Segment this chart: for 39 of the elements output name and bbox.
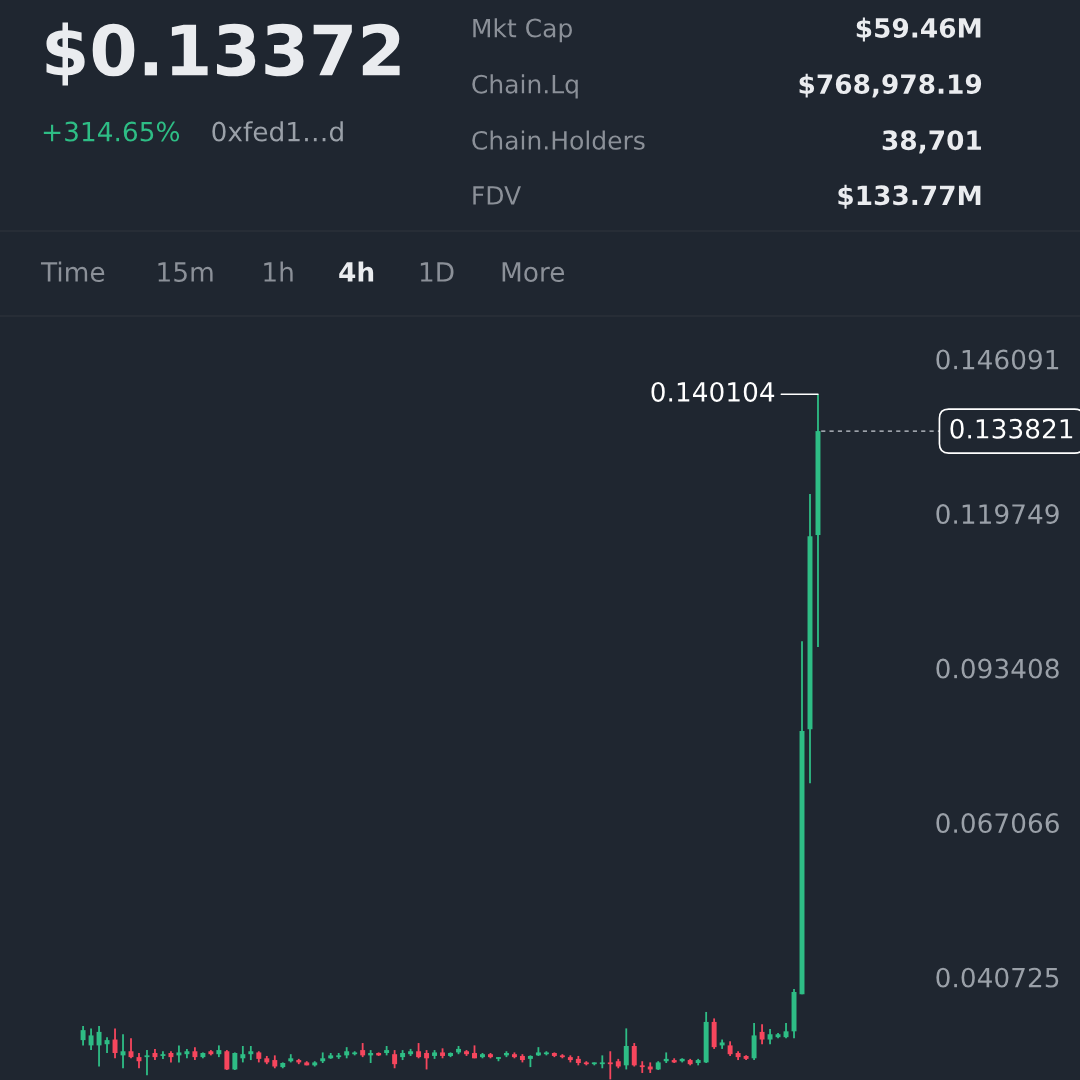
text: $768,978.19	[799, 73, 982, 98]
y-tick-label: 0.067066	[936, 813, 1059, 834]
y-tick-label: 0.119749	[936, 504, 1059, 525]
y-tick-label: 0.093408	[936, 658, 1059, 679]
text: FDV	[473, 186, 521, 205]
text: 0xfed1…d	[212, 121, 343, 142]
text: 38,701	[882, 130, 981, 154]
text: More	[502, 262, 565, 282]
candlestick	[392, 1049, 398, 1070]
candlestick	[607, 1050, 613, 1080]
candlestick	[759, 1023, 765, 1046]
text: $133.77M	[838, 184, 981, 209]
text: 1D	[420, 262, 454, 282]
candlestick	[80, 1025, 86, 1047]
ref-line-label: 0.133821	[950, 418, 1073, 439]
text: Time	[40, 261, 105, 282]
candlestick	[88, 1027, 94, 1051]
annotation: 0.140104	[651, 381, 775, 402]
text: $59.46M	[856, 17, 981, 42]
text: Chain.Lq	[472, 74, 578, 99]
candlestick	[112, 1027, 118, 1060]
candlestick	[599, 1054, 605, 1070]
candlestick	[623, 1027, 629, 1071]
candlestick	[631, 1042, 637, 1068]
candlestick	[751, 1022, 757, 1061]
text: Mkt Cap	[473, 18, 572, 43]
text: Chain.Holders	[472, 130, 645, 150]
text: 1h	[264, 261, 293, 282]
y-tick-label: 0.040725	[936, 967, 1059, 988]
chart-title: $0.13372	[46, 22, 400, 86]
text: 15m	[158, 262, 213, 282]
candlestick	[424, 1049, 430, 1071]
text: +314.65%	[43, 121, 180, 142]
candlestick	[639, 1060, 645, 1074]
candlestick	[96, 1025, 102, 1068]
text: 4h	[339, 261, 374, 282]
candlestick	[176, 1044, 182, 1064]
candlestick	[224, 1049, 230, 1071]
y-tick-label: 0.146091	[936, 349, 1059, 370]
